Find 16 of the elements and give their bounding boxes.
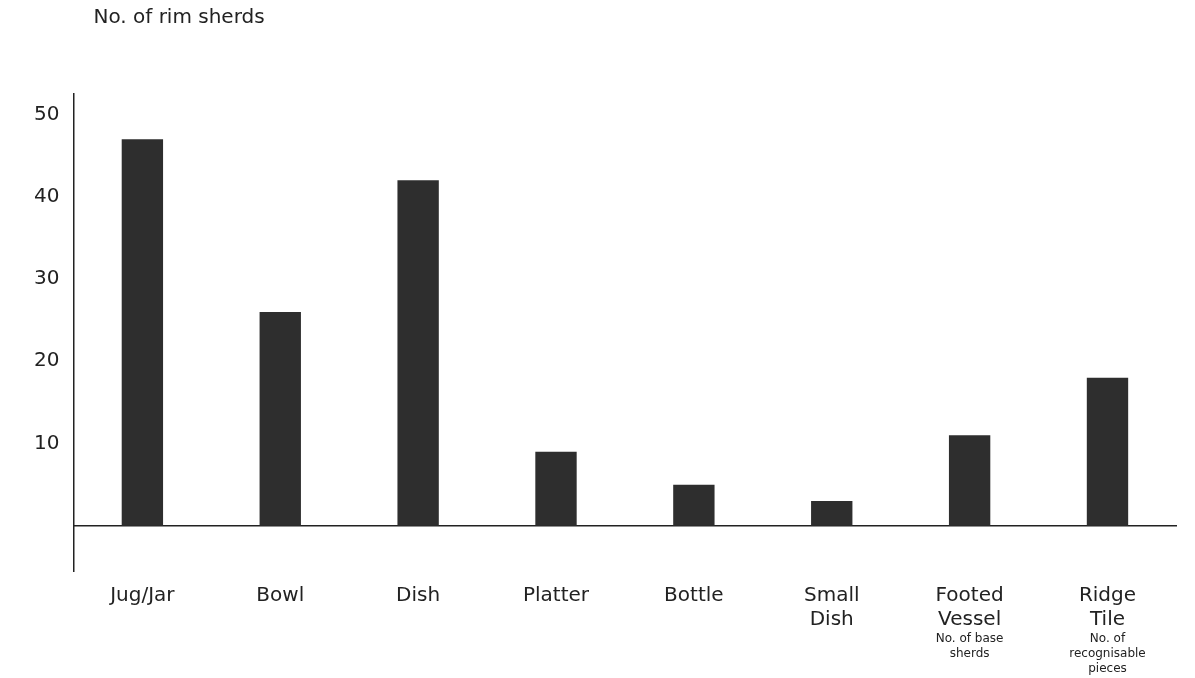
x-tick-label: Footed Vessel <box>935 581 1004 630</box>
x-tick-label: Bowl <box>256 581 305 606</box>
y-tick-label: 20 <box>34 347 60 372</box>
y-axis-title: No. of rim sherds <box>93 4 265 29</box>
y-tick-label: 50 <box>34 100 60 125</box>
text: No. of base sherds <box>935 631 1004 661</box>
y-tick-label: 30 <box>34 265 60 290</box>
text: No. of recognisable pieces <box>1069 631 1146 676</box>
y-tick-label: 10 <box>34 429 60 454</box>
x-tick-label: Jug/Jar <box>108 581 176 606</box>
x-tick-label: Platter <box>522 581 590 606</box>
x-tick-label: Dish <box>396 581 441 606</box>
x-tick-label: Bottle <box>664 581 724 606</box>
x-tick-label: Ridge Tile <box>1078 581 1137 630</box>
x-tick-label: Small Dish <box>803 581 860 630</box>
y-tick-label: 40 <box>34 183 60 207</box>
